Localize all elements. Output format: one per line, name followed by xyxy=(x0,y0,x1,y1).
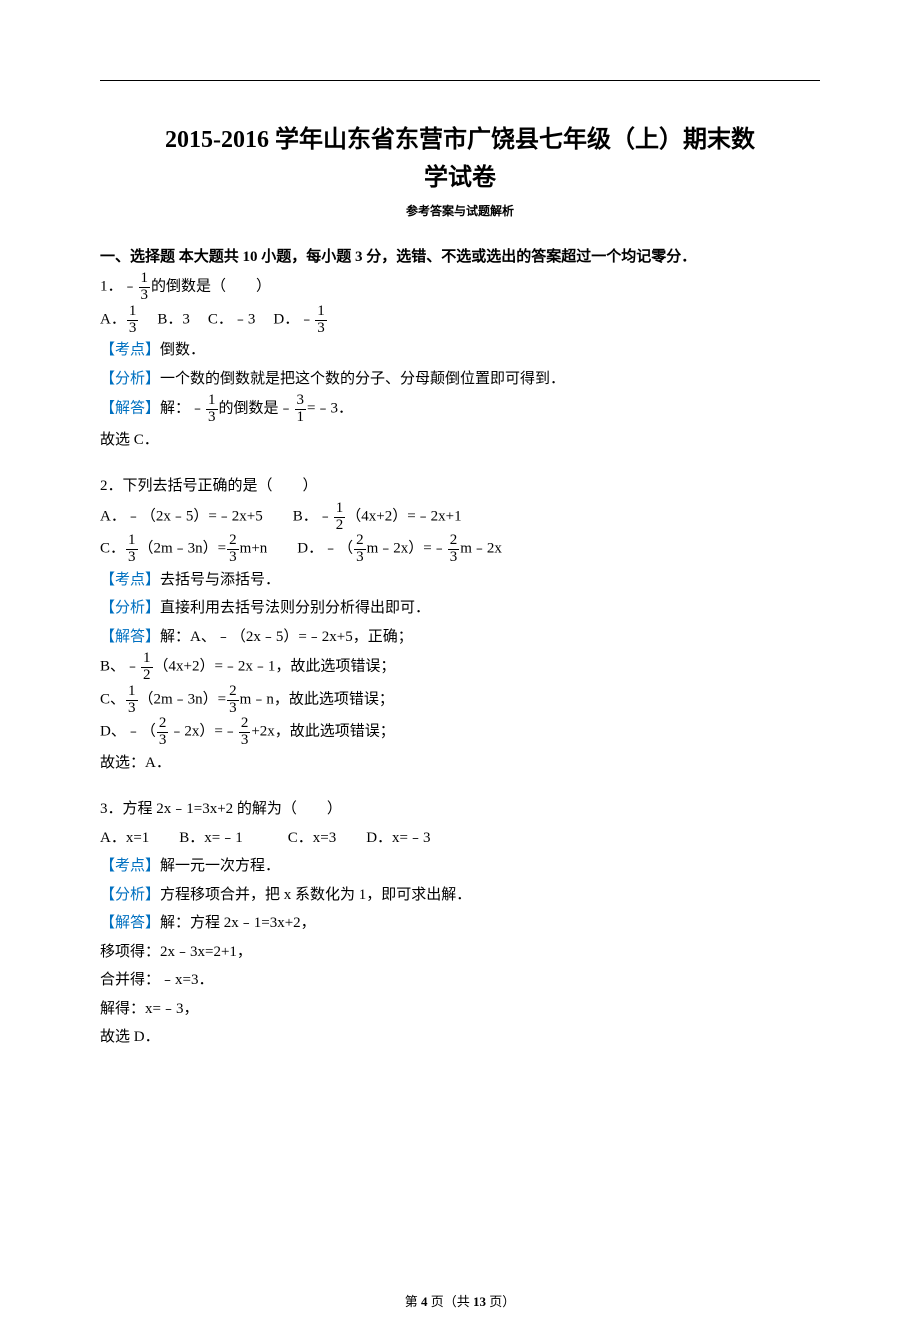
frac-1-2: 12 xyxy=(141,651,153,684)
frac-2-3: 23 xyxy=(227,684,239,717)
q3-jd1: 【解答】解：方程 2x﹣1=3x+2， xyxy=(100,909,820,938)
q1-options: A．13B．3C．﹣3D．﹣13 xyxy=(100,304,820,337)
frac-3-1: 31 xyxy=(295,393,307,426)
q1-optB: B．3 xyxy=(157,311,190,327)
doc-title: 2015-2016 学年山东省东营市广饶县七年级（上）期末数 学试卷 xyxy=(100,121,820,198)
q1-fx-text: 一个数的倒数就是把这个数的分子、分母颠倒位置即可得到． xyxy=(160,371,565,387)
q1-optA-pre: A． xyxy=(100,311,126,327)
q3-kd-text: 解一元一次方程． xyxy=(160,858,280,874)
q1-kaodian: 【考点】倒数． xyxy=(100,336,820,365)
title-line-1: 2015-2016 学年山东省东营市广饶县七年级（上）期末数 xyxy=(165,127,755,153)
q2-stem: 2．下列去括号正确的是（ ） xyxy=(100,472,820,501)
q1-stem-b: 的倒数是（ ） xyxy=(151,279,271,295)
q1-select: 故选 C． xyxy=(100,426,820,455)
q2-jdC-b: （2m﹣3n）= xyxy=(139,691,227,707)
q1-optC: C．﹣3 xyxy=(208,311,256,327)
q3-fenxi: 【分析】方程移项合并，把 x 系数化为 1，即可求出解． xyxy=(100,881,820,910)
q3-kaodian: 【考点】解一元一次方程． xyxy=(100,852,820,881)
q3-stem: 3．方程 2x﹣1=3x+2 的解为（ ） xyxy=(100,795,820,824)
q2-fenxi: 【分析】直接利用去括号法则分别分析得出即可． xyxy=(100,594,820,623)
tag-jieda: 【解答】 xyxy=(100,401,160,417)
top-rule xyxy=(100,80,820,81)
q2-jdB-a: B、﹣ xyxy=(100,659,140,675)
frac-1-3: 13 xyxy=(139,271,151,304)
tag-fenxi: 【分析】 xyxy=(100,371,160,387)
tag-fenxi: 【分析】 xyxy=(100,887,160,903)
frac-1-3: 13 xyxy=(127,304,139,337)
q1-fenxi: 【分析】一个数的倒数就是把这个数的分子、分母颠倒位置即可得到． xyxy=(100,365,820,394)
doc-subtitle: 参考答案与试题解析 xyxy=(100,202,820,219)
q2-jdD-b: ﹣2x）=﹣ xyxy=(169,724,237,740)
q2-ab-b: （4x+2）=﹣2x+1 xyxy=(346,508,461,524)
q2-jdA-text: 解：A、﹣（2x﹣5）=﹣2x+5，正确； xyxy=(160,629,413,645)
q2-jdC-a: C、 xyxy=(100,691,125,707)
q2-jdC-c: m﹣n，故此选项错误； xyxy=(240,691,394,707)
tag-kaodian: 【考点】 xyxy=(100,342,160,358)
q2-jd-a: 【解答】解：A、﹣（2x﹣5）=﹣2x+5，正确； xyxy=(100,623,820,652)
section-1-head: 一、选择题 本大题共 10 小题，每小题 3 分，选错、不选或选出的答案超过一个… xyxy=(100,243,820,272)
frac-1-3: 13 xyxy=(126,533,138,566)
q2-cd-a: C． xyxy=(100,541,125,557)
tag-jieda: 【解答】 xyxy=(100,629,160,645)
q1-jd-a: 解：﹣ xyxy=(160,401,205,417)
q2-cd-c: m+n D．﹣（ xyxy=(240,541,353,557)
q3-fx-text: 方程移项合并，把 x 系数化为 1，即可求出解． xyxy=(160,887,471,903)
frac-2-3: 23 xyxy=(227,533,239,566)
q1-optD-pre: D．﹣ xyxy=(273,311,314,327)
q2-row-ab: A．﹣（2x﹣5）=﹣2x+5 B．﹣12（4x+2）=﹣2x+1 xyxy=(100,501,820,534)
frac-1-2: 12 xyxy=(334,501,346,534)
frac-1-3: 13 xyxy=(315,304,327,337)
q2-cd-d: m﹣2x）=﹣ xyxy=(367,541,447,557)
q3-jd4: 解得：x=﹣3， xyxy=(100,995,820,1024)
frac-2-3: 23 xyxy=(157,716,169,749)
frac-1-3: 13 xyxy=(126,684,138,717)
q1-stem-a: 1．﹣ xyxy=(100,279,138,295)
frac-2-3: 23 xyxy=(239,716,251,749)
tag-kaodian: 【考点】 xyxy=(100,572,160,588)
q2-select: 故选：A． xyxy=(100,749,820,778)
q2-kd-text: 去括号与添括号． xyxy=(160,572,280,588)
q1-jd-b: 的倒数是﹣ xyxy=(219,401,294,417)
frac-2-3: 23 xyxy=(448,533,460,566)
q2-fx-text: 直接利用去括号法则分别分析得出即可． xyxy=(160,600,430,616)
q3-options: A．x=1 B．x=﹣1 C．x=3 D．x=﹣3 xyxy=(100,824,820,853)
frac-2-3: 23 xyxy=(354,533,366,566)
q1-jieda: 【解答】解：﹣13的倒数是﹣31=﹣3． xyxy=(100,393,820,426)
q2-jd-c: C、13（2m﹣3n）=23m﹣n，故此选项错误； xyxy=(100,684,820,717)
q2-ab-a: A．﹣（2x﹣5）=﹣2x+5 B．﹣ xyxy=(100,508,333,524)
q3-jd1-text: 解：方程 2x﹣1=3x+2， xyxy=(160,915,316,931)
q2-kaodian: 【考点】去括号与添括号． xyxy=(100,566,820,595)
page-footer: 第 4 页（共 13 页） xyxy=(0,1291,920,1310)
q2-jd-d: D、﹣（23﹣2x）=﹣23+2x，故此选项错误； xyxy=(100,716,820,749)
q2-row-cd: C．13（2m﹣3n）=23m+n D．﹣（23m﹣2x）=﹣23m﹣2x xyxy=(100,533,820,566)
q1-stem: 1．﹣13的倒数是（ ） xyxy=(100,271,820,304)
tag-jieda: 【解答】 xyxy=(100,915,160,931)
tag-kaodian: 【考点】 xyxy=(100,858,160,874)
q2-cd-e: m﹣2x xyxy=(460,541,502,557)
q3-jd2: 移项得：2x﹣3x=2+1， xyxy=(100,938,820,967)
page: 2015-2016 学年山东省东营市广饶县七年级（上）期末数 学试卷 参考答案与… xyxy=(0,0,920,1340)
q2-cd-b: （2m﹣3n）= xyxy=(139,541,227,557)
q2-jd-b: B、﹣12（4x+2）=﹣2x﹣1，故此选项错误； xyxy=(100,651,820,684)
frac-1-3: 13 xyxy=(206,393,218,426)
q3-select: 故选 D． xyxy=(100,1023,820,1052)
q3-jd3: 合并得：﹣x=3． xyxy=(100,966,820,995)
q2-jdD-c: +2x，故此选项错误； xyxy=(251,724,394,740)
q1-kd-text: 倒数． xyxy=(160,342,205,358)
title-line-2: 学试卷 xyxy=(424,165,496,191)
q1-jd-c: =﹣3． xyxy=(307,401,353,417)
q2-jdD-a: D、﹣（ xyxy=(100,724,156,740)
tag-fenxi: 【分析】 xyxy=(100,600,160,616)
q2-jdB-b: （4x+2）=﹣2x﹣1，故此选项错误； xyxy=(154,659,396,675)
